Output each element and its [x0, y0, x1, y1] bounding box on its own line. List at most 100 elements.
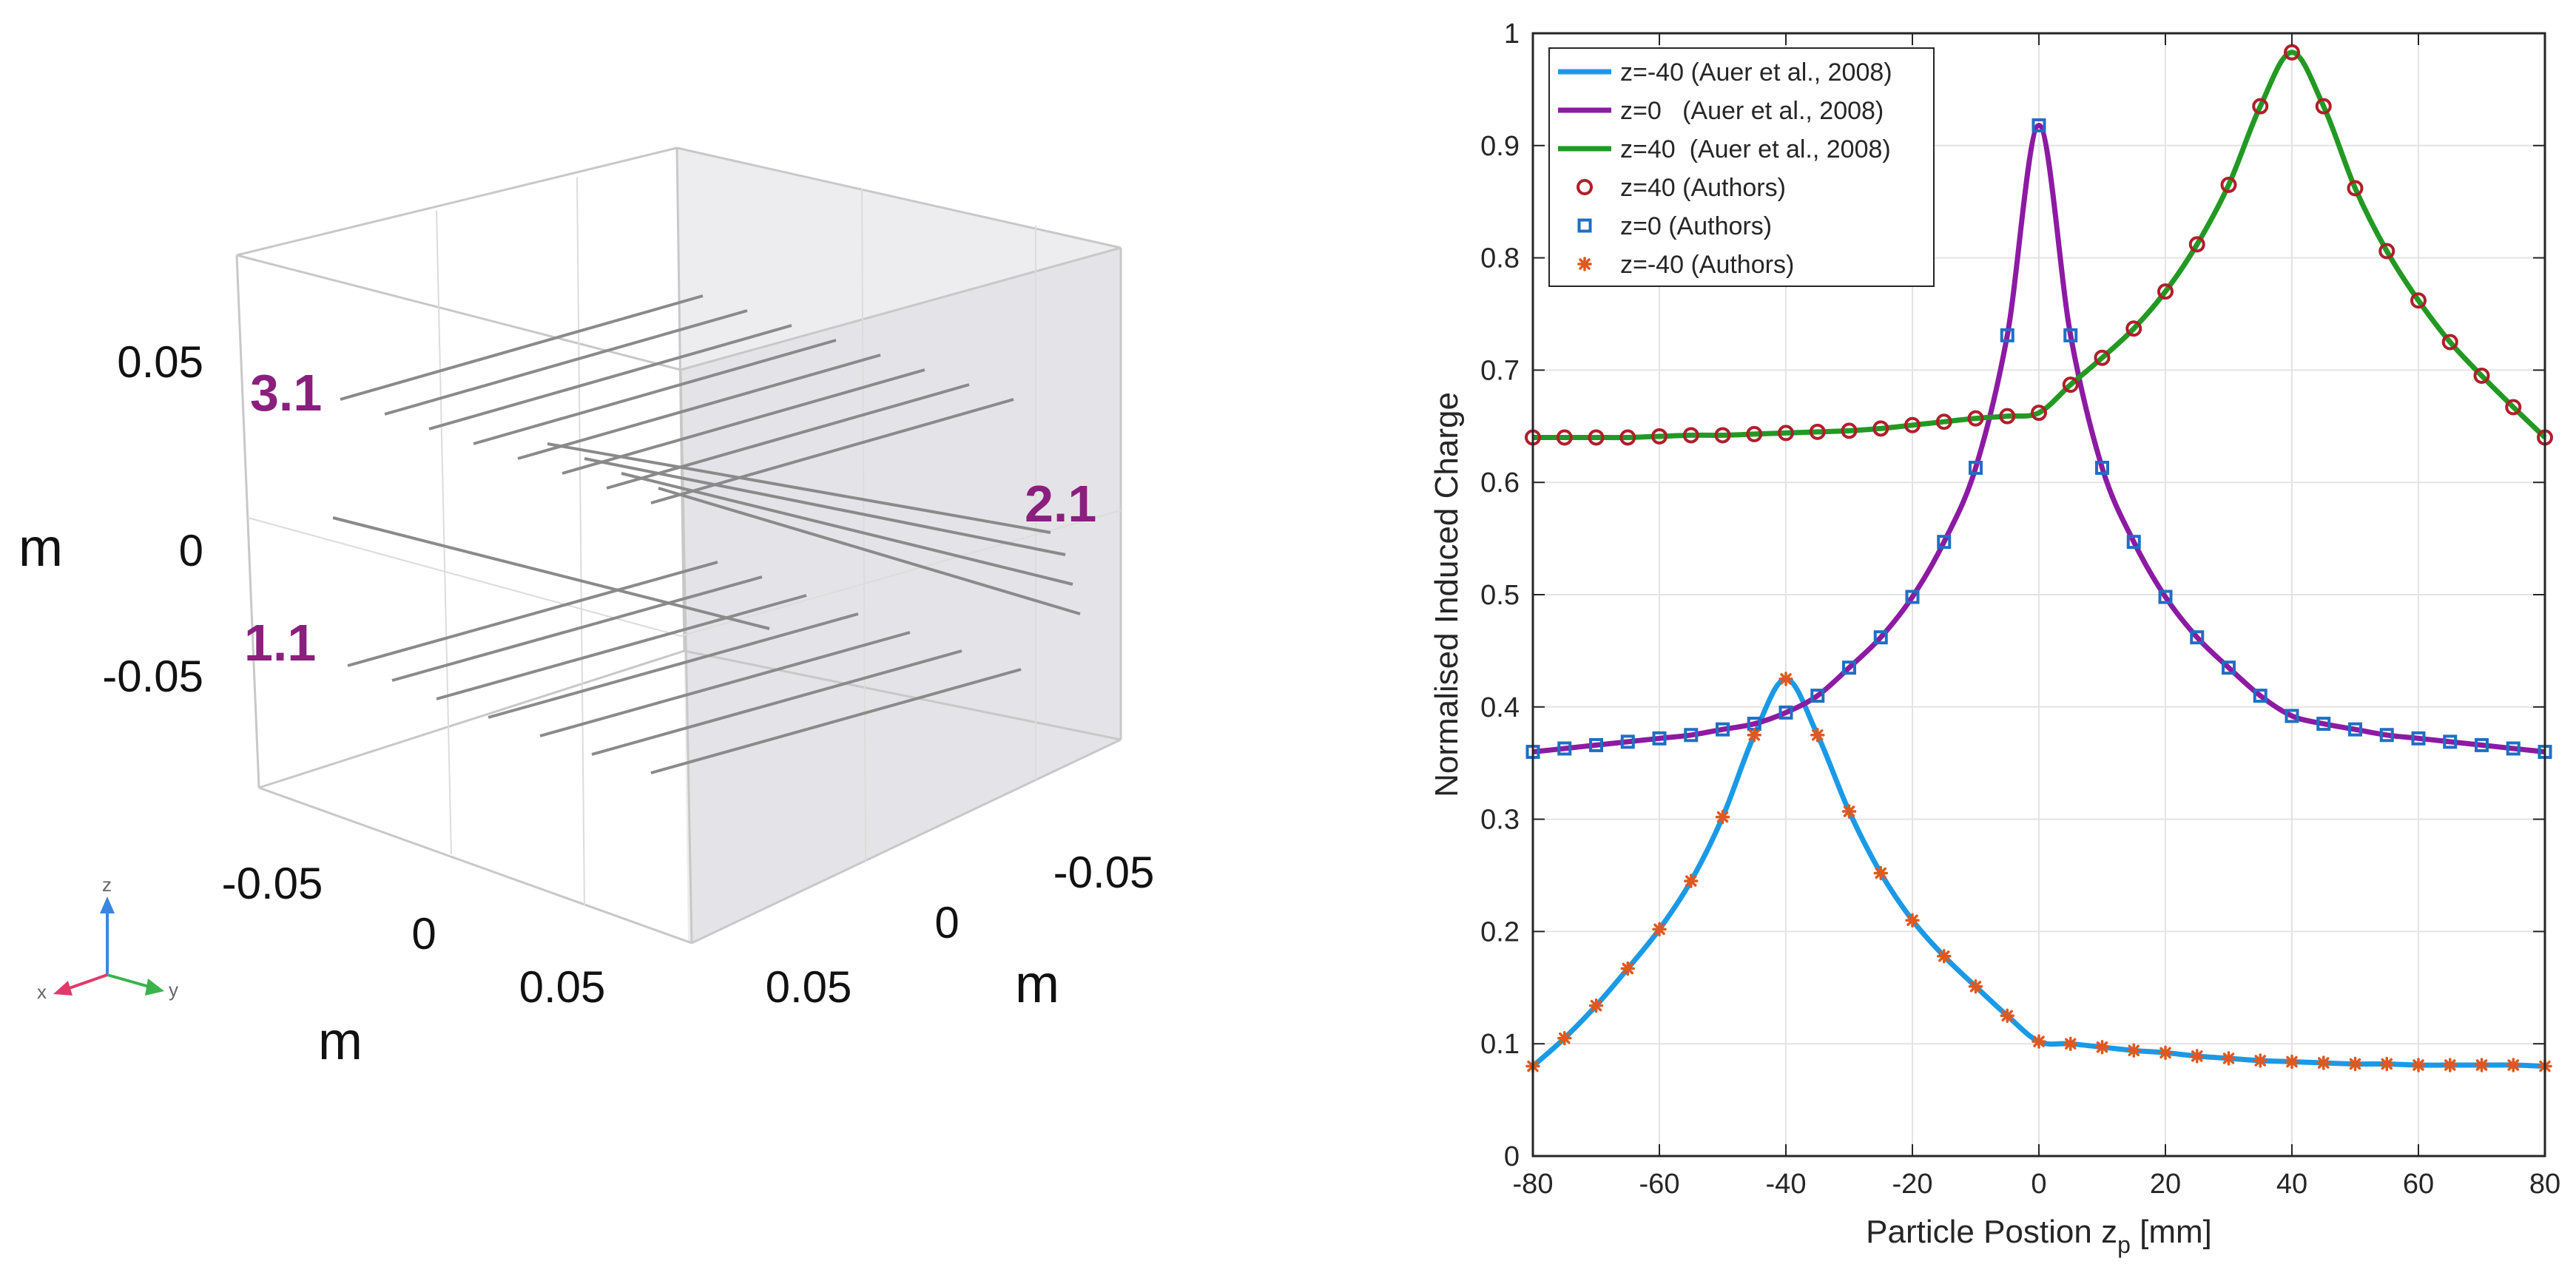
frame-edge — [236, 146, 678, 257]
data-point — [1967, 410, 1984, 427]
data-point — [1873, 865, 1888, 881]
x-axis-label-main: Particle Postion z — [1866, 1214, 2117, 1250]
data-point — [1969, 460, 1983, 475]
grid-line — [436, 210, 452, 855]
rod-layer2 — [658, 487, 1081, 615]
x-tick-label: 0 — [411, 909, 436, 959]
series-markers-4 — [1525, 118, 2552, 760]
x-tick-label: 80 — [2529, 1169, 2560, 1200]
z-axis-letter: m — [18, 518, 63, 578]
y-tick-label: 0 — [934, 898, 959, 947]
star-stroke — [1780, 673, 1792, 685]
z-tick-label: 0.05 — [117, 337, 203, 387]
data-point — [1588, 429, 1605, 446]
data-point — [2032, 118, 2046, 132]
data-point — [1842, 660, 1856, 675]
series-markers-3 — [1525, 44, 2553, 446]
star-stroke — [2033, 1035, 2045, 1047]
data-point — [1746, 425, 1763, 442]
data-point — [2443, 1058, 2458, 1072]
frame-edge — [236, 254, 681, 371]
data-point — [2063, 328, 2078, 342]
legend-label: z=40 (Authors) — [1620, 174, 1786, 202]
star-stroke — [1875, 867, 1887, 879]
data-point — [2411, 731, 2426, 746]
star-stroke — [1622, 962, 1633, 975]
star-stroke — [2128, 1044, 2140, 1057]
data-point — [1588, 998, 1604, 1013]
data-point — [2474, 1058, 2489, 1072]
star-stroke — [1653, 923, 1665, 936]
induced-charge-chart: -80 -60 -40 -20 0 20 40 60 80 0 0.1 0.2 0.3 0.4 0.5 0.6… — [1429, 18, 2560, 1258]
data-point — [1747, 728, 1761, 743]
star-stroke — [1748, 729, 1760, 741]
data-point — [2473, 367, 2490, 384]
data-point — [2378, 243, 2395, 260]
data-point — [2220, 176, 2237, 193]
data-point — [1682, 427, 1699, 444]
triad-y-axis — [107, 973, 152, 989]
star-stroke — [2222, 1052, 2235, 1064]
data-point — [2443, 734, 2458, 749]
data-point — [2000, 328, 2014, 342]
data-point — [2095, 460, 2109, 475]
star-stroke — [2096, 1041, 2108, 1053]
x-tick-label: -60 — [1639, 1169, 1680, 1200]
frame-edge — [676, 146, 1122, 249]
data-point — [2126, 1043, 2141, 1058]
star-stroke — [1843, 805, 1855, 817]
data-point — [1935, 413, 1952, 430]
star-stroke — [2065, 1038, 2077, 1050]
star-stroke — [1812, 729, 1824, 741]
data-point — [2032, 1034, 2046, 1049]
data-point — [2410, 292, 2427, 309]
z-tick-label: 0 — [179, 526, 203, 575]
data-point — [1873, 630, 1888, 645]
data-point — [2441, 334, 2458, 351]
x-tick-label: 60 — [2403, 1169, 2434, 1200]
data-point — [2284, 44, 2300, 61]
star-stroke — [1716, 811, 1729, 823]
data-point — [1620, 961, 1635, 976]
star-stroke — [1685, 875, 1697, 887]
data-point — [1841, 422, 1858, 439]
data-point — [1937, 535, 1952, 550]
rod-layer1 — [332, 516, 770, 630]
x-tick-label: 0.05 — [519, 962, 606, 1012]
rod-layer3 — [606, 383, 970, 490]
y-tick-label: 1 — [1504, 18, 1520, 50]
data-point — [2285, 1054, 2299, 1070]
grid-line — [576, 177, 585, 907]
star-stroke — [1579, 258, 1591, 270]
x-axis-label-sub: p — [2117, 1231, 2131, 1258]
rod-layer3 — [473, 339, 837, 445]
rod-layer2 — [584, 457, 1066, 556]
data-point — [2475, 737, 2489, 752]
data-point — [2158, 589, 2173, 604]
data-point — [2347, 180, 2364, 197]
data-point — [1556, 429, 1573, 446]
data-point — [2094, 1040, 2110, 1055]
data-point — [1937, 949, 1952, 964]
y-tick-label: 0.05 — [766, 962, 852, 1012]
x-tick-label: 40 — [2276, 1169, 2307, 1200]
y-tick-label: 0.8 — [1480, 243, 1520, 274]
x-axis-label: Particle Postion zp [mm] — [1866, 1214, 2212, 1258]
data-point — [1810, 728, 1825, 743]
x-tick-label: 20 — [2150, 1169, 2181, 1200]
triad-y-label: y — [169, 979, 178, 1001]
data-point — [1999, 408, 2016, 425]
rod-layer3 — [650, 398, 1014, 504]
x-axis-label-unit: [mm] — [2131, 1214, 2212, 1250]
star-stroke — [2318, 1057, 2330, 1069]
star-stroke — [2507, 1059, 2519, 1071]
star-stroke — [2159, 1047, 2171, 1059]
y-tick-label: 0.5 — [1480, 580, 1520, 611]
data-point — [1716, 722, 1730, 737]
star-stroke — [2191, 1050, 2203, 1062]
y-tick-label: 0.4 — [1480, 692, 1520, 723]
legend-label: z=0 (Auer et al., 2008) — [1620, 97, 1884, 125]
y-tick-label: 0.3 — [1480, 805, 1520, 836]
geometry-3d-view: m m m 0.05 0 -0.05 -0.05 0 0.05 -0.05 0 … — [18, 146, 1154, 1071]
rod-layer1 — [591, 649, 962, 756]
